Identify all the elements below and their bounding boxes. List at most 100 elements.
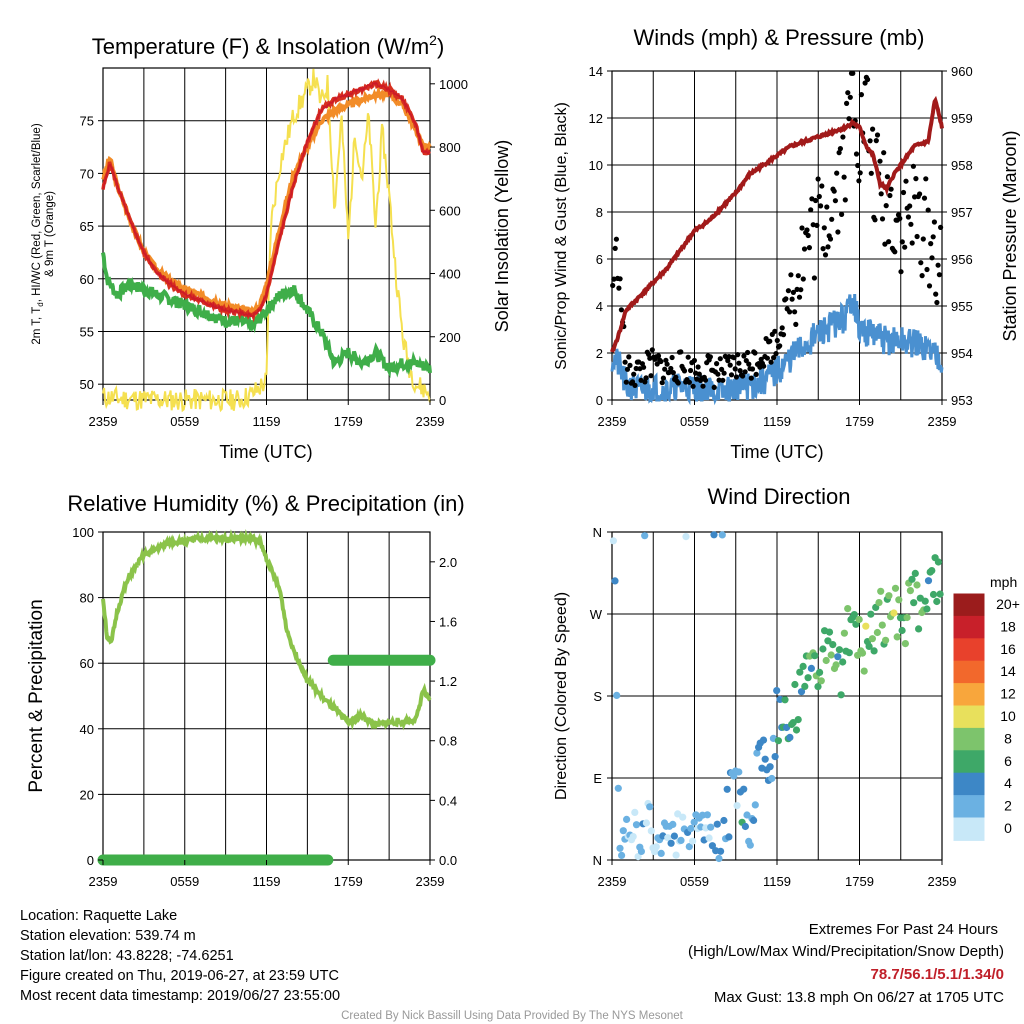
gust-point [844,100,850,106]
gust-point [841,174,847,180]
gust-point [872,217,878,223]
direction-point [870,647,878,655]
gust-point [773,351,779,357]
gust-point [873,138,879,144]
gust-point [663,357,669,363]
winds-x-label: Time (UTC) [730,442,823,462]
gust-point [907,203,913,209]
direction-point [794,716,802,724]
y2-tick-label: 1.6 [439,614,457,629]
y-tick-label: 100 [72,525,94,540]
direction-point [753,749,761,757]
humidity-y-label: Percent & Precipitation [26,599,47,792]
x-tick-label: 2359 [416,414,445,429]
colorbar-swatch [953,750,985,774]
gust-point [881,150,887,156]
temperature-y-label: 2m T, Td, HI/WC (Red, Green, Scarlet/Blu… [31,123,56,344]
direction-point [910,599,918,607]
gust-point [853,151,860,157]
precip-y-ticks: 0.0 0.4 0.8 1.2 1.6 2.0 [430,555,457,868]
direction-point [819,645,827,653]
gust-point [878,191,884,197]
colorbar-swatch [953,638,985,662]
gust-point [771,355,777,361]
wind-speed-line [610,294,944,406]
y2-tick-label: 954 [951,346,973,361]
gust-point [654,361,660,367]
colorbar-swatch [953,660,985,685]
gust-point [928,241,934,247]
gust-point [882,241,888,247]
gust-point [688,367,694,374]
direction-point [669,820,677,829]
direction-point [771,753,779,761]
x-tick-label: 1759 [845,414,874,429]
recent-timestamp: Most recent data timestamp: 2019/06/27 2… [20,988,341,1004]
direction-point [652,843,660,851]
temperature-y-ticks: 50 55 60 65 70 75 [80,114,103,392]
direction-point [759,736,768,744]
direction-tick-label: W [590,607,603,622]
colorbar-label: 10 [1000,708,1016,724]
y2-tick-label: 600 [439,203,461,218]
direction-point [609,537,618,545]
direction-point [710,531,718,539]
direction-point [875,599,883,607]
wind-direction-title: Wind Direction [707,484,850,509]
temperature-y-label-line2: & 9m T (Orange) [44,191,56,277]
gust-point [748,375,754,381]
y-tick-label: 10 [589,158,603,173]
gust-point [696,371,702,377]
gust-point [879,216,886,222]
humidity-y-ticks: 0 20 40 60 80 100 [72,525,103,868]
direction-point [890,609,898,617]
direction-point [611,577,619,585]
y2-tick-label: 2.0 [439,555,457,570]
gust-point [919,273,925,279]
direction-point [717,847,725,855]
direction-point [908,575,916,583]
gust-point [642,379,648,385]
gust-point [923,176,929,182]
direction-point [877,587,885,595]
y2-tick-label: 960 [951,64,973,79]
direction-point [893,633,901,641]
direction-point [774,737,783,745]
gust-point [796,294,803,300]
direction-point [761,755,769,763]
direction-point [903,613,911,622]
y-tick-label: 14 [589,64,603,79]
direction-point [885,592,893,600]
gust-point [834,170,840,176]
gust-point [741,353,747,359]
y-tick-label: 12 [589,111,603,126]
gust-point [934,299,940,306]
y2-tick-label: 0 [439,393,446,408]
colorbar-label: 4 [1004,775,1012,791]
gust-point [633,365,639,372]
gust-point [758,356,764,362]
gust-point [740,373,746,379]
gust-point [623,379,629,385]
gust-point [737,368,743,374]
gust-point [899,239,905,245]
colorbar-title: mph [990,574,1017,590]
y-tick-label: 80 [80,591,94,606]
extremes-title: Extremes For Past 24 Hours [809,921,998,938]
gust-point [753,371,759,377]
direction-point [631,808,639,817]
gust-point [846,116,852,122]
gust-point [685,354,691,360]
colorbar-swatch [953,817,985,841]
humidity-series [97,528,436,866]
temperature-x-label: Time (UTC) [219,442,312,462]
gust-point [631,371,637,377]
colorbar-label: 14 [1000,663,1016,679]
direction-point [924,577,933,585]
direction-point [827,651,835,659]
gust-point [622,359,628,365]
direction-point [936,590,944,598]
y2-tick-label: 1.2 [439,674,457,689]
direction-point [862,622,870,630]
gust-point [929,255,935,261]
